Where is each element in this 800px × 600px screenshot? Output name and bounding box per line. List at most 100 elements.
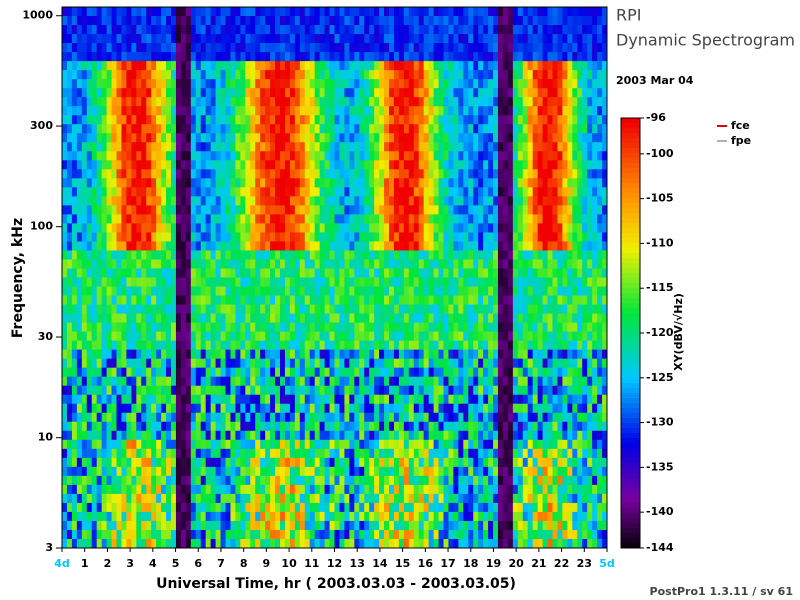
spectrogram-cell [468,106,474,116]
spectrogram-cell [280,394,286,405]
spectrogram-cell [413,25,420,35]
spectrogram-cell [225,52,231,62]
spectrogram-cell [210,430,217,441]
spectrogram-cell [116,277,122,288]
spectrogram-cell [314,367,321,378]
spectrogram-cell [146,331,152,342]
spectrogram-cell [156,475,162,486]
spectrogram-cell [210,466,217,477]
spectrogram-cell [260,457,266,468]
spectrogram-cell [195,502,202,513]
spectrogram-cell [393,529,400,540]
spectrogram-cell [151,340,157,351]
spectrogram-cell [369,250,375,260]
spectrogram-cell [126,70,132,80]
spectrogram-cell [364,511,370,522]
spectrogram-cell [235,286,241,297]
spectrogram-cell [255,232,261,242]
spectrogram-cell [215,511,222,522]
spectrogram-cell [260,223,266,233]
spectrogram-cell [304,331,311,342]
spectrogram-cell [205,223,212,233]
spectrogram-cell [106,79,113,89]
spectrogram-cell [379,295,385,306]
spectrogram-cell [369,349,375,360]
spectrogram-cell [270,88,276,98]
spectrogram-cell [304,457,311,468]
spectrogram-cell [364,214,370,224]
spectrogram-cell [398,448,405,459]
spectrogram-cell [116,430,122,441]
spectrogram-cell [190,322,197,333]
spectrogram-cell [76,250,83,260]
spectrogram-cell [225,475,231,486]
spectrogram-cell [225,250,231,260]
spectrogram-cell [458,43,464,53]
spectrogram-cell [131,16,137,26]
spectrogram-cell [255,349,261,360]
spectrogram-cell [136,313,142,324]
spectrogram-cell [151,304,157,315]
spectrogram-cell [379,106,385,116]
spectrogram-cell [62,286,68,297]
spectrogram-cell [255,394,261,405]
spectrogram-cell [121,340,127,351]
spectrogram-cell [398,439,405,450]
spectrogram-cell [71,79,78,89]
spectrogram-cell [344,178,350,188]
spectrogram-cell [161,295,167,306]
spectrogram-cell [180,385,187,396]
spectrogram-cell [161,223,167,233]
spectrogram-cell [329,511,335,522]
spectrogram-cell [408,187,415,197]
spectrogram-cell [270,277,276,288]
spectrogram-cell [245,529,251,540]
spectrogram-cell [379,529,385,540]
spectrogram-cell [354,187,360,197]
spectrogram-cell [96,79,103,89]
spectrogram-cell [453,412,459,423]
spectrogram-cell [379,466,385,477]
spectrogram-cell [230,340,236,351]
spectrogram-cell [62,475,68,486]
spectrogram-cell [453,205,459,215]
spectrogram-cell [473,151,479,161]
spectrogram-cell [304,430,311,441]
spectrogram-cell [453,232,459,242]
spectrogram-cell [324,394,331,405]
spectrogram-cell [151,421,157,432]
spectrogram-cell [240,403,246,414]
spectrogram-cell [175,169,182,179]
spectrogram-cell [205,358,212,369]
spectrogram-cell [210,178,217,188]
spectrogram-cell [141,7,147,17]
spectrogram-cell [433,340,440,351]
spectrogram-cell [66,259,73,269]
spectrogram-cell [359,466,365,477]
spectrogram-cell [265,475,271,486]
spectrogram-cell [220,25,226,35]
spectrogram-cell [225,7,231,17]
spectrogram-cell [374,358,380,369]
spectrogram-cell [443,241,449,251]
spectrogram-cell [215,376,222,387]
spectrogram-cell [369,376,375,387]
spectrogram-cell [448,223,454,233]
spectrogram-cell [344,322,350,333]
spectrogram-cell [260,178,266,188]
spectrogram-cell [344,115,350,125]
spectrogram-cell [294,322,301,333]
spectrogram-cell [265,178,271,188]
spectrogram-cell [354,538,360,549]
spectrogram-cell [354,358,360,369]
spectrogram-cell [195,421,202,432]
spectrogram-cell [329,268,335,278]
spectrogram-cell [354,421,360,432]
spectrogram-cell [314,430,321,441]
spectrogram-cell [344,25,350,35]
spectrogram-cell [284,7,291,17]
spectrogram-cell [289,268,296,278]
spectrogram-cell [126,250,132,260]
spectrogram-cell [195,178,202,188]
spectrogram-cell [175,142,182,152]
